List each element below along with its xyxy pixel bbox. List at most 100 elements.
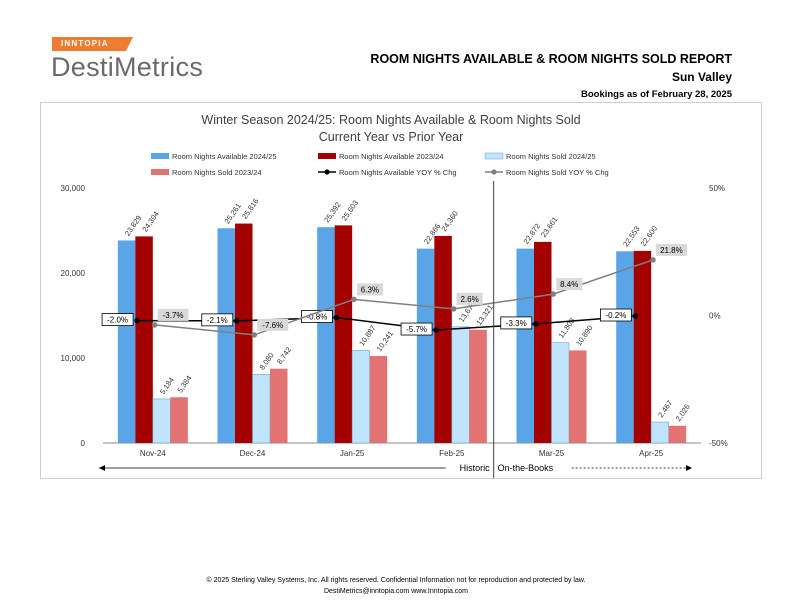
legend-label: Room Nights Sold 2023/24	[172, 168, 262, 177]
x-tick-label: Nov-24	[140, 449, 166, 458]
line-label-box	[301, 310, 333, 323]
bar-1	[117, 240, 136, 443]
bar-4	[569, 350, 587, 443]
bar-3	[152, 398, 171, 444]
line-data-label: -7.6%	[262, 321, 283, 330]
line-data-label: 21.8%	[660, 246, 683, 255]
line-point	[151, 322, 158, 328]
bar-3	[351, 350, 370, 444]
chart-lines: -2.0% -2.1% -0.8% -5.7% -3.3% -0.2% -3.7% -7.6%…	[101, 243, 687, 338]
line-point	[450, 306, 457, 312]
bar-3	[451, 326, 470, 444]
x-tick-label: Apr-25	[639, 449, 664, 458]
x-tick-label: Feb-25	[439, 449, 465, 458]
line-label-box	[157, 308, 189, 321]
otb-arrow-head	[686, 465, 692, 471]
bar-3	[650, 421, 669, 444]
inntopia-badge: INNTOPIA	[52, 37, 133, 51]
line-data-label: -3.7%	[163, 311, 184, 320]
line-data-label: -2.0%	[107, 316, 128, 325]
line-label-box	[101, 313, 134, 327]
historic-label: Historic	[460, 463, 491, 473]
line-label-box	[257, 318, 289, 331]
line-data-label: -0.8%	[306, 313, 327, 322]
bar-2	[135, 236, 153, 443]
inntopia-badge-label: INNTOPIA	[61, 39, 109, 48]
legend-label: Room Nights Available 2024/25	[172, 152, 277, 161]
line-label-box	[500, 316, 533, 330]
chart-svg: Winter Season 2024/25: Room Nights Avail…	[61, 113, 728, 479]
chart-title: Winter Season 2024/25: Room Nights Avail…	[201, 113, 580, 127]
destimetrics-logo: DestiMetrics	[51, 52, 204, 82]
bar-data-label: 2,026	[674, 402, 692, 423]
line-data-label: -5.7%	[406, 325, 427, 334]
line-label-box	[356, 283, 383, 296]
line-point	[632, 313, 639, 319]
line-label-box	[556, 278, 583, 291]
line-point	[650, 257, 656, 263]
line-point	[532, 321, 539, 327]
y-tick-label: 0	[81, 439, 86, 448]
x-tick-label: Mar-25	[539, 449, 565, 458]
line-point	[333, 314, 340, 321]
bar-data-label: 10,887	[357, 324, 378, 348]
bar-data-label: 10,890	[574, 324, 595, 348]
bar-1	[317, 227, 335, 443]
line-point	[251, 332, 258, 338]
y-tick-label: 10,000	[61, 354, 86, 363]
bar-data-label: 5,384	[175, 374, 193, 395]
bar-4	[469, 329, 487, 443]
bar-1	[416, 248, 435, 443]
bar-data-label: 10,241	[375, 329, 396, 353]
report-as-of-date: Bookings as of February 28, 2025	[580, 89, 732, 100]
bar-1	[616, 251, 634, 443]
legend-swatch	[318, 153, 336, 159]
bar-data-label: 24,360	[439, 209, 460, 233]
bar-1	[516, 248, 534, 443]
legend-swatch	[151, 169, 169, 175]
y-tick-label: 20,000	[61, 269, 86, 278]
line-data-label: -0.2%	[605, 311, 626, 320]
bar-3	[252, 374, 271, 444]
legend-marker	[491, 169, 497, 175]
report-title: ROOM NIGHTS AVAILABLE & ROOM NIGHTS SOLD…	[370, 52, 732, 66]
y2-tick-label: -50%	[709, 439, 728, 448]
line-point	[550, 291, 557, 297]
bar-4	[668, 425, 687, 443]
y-tick-label: 30,000	[61, 184, 86, 193]
line-data-label: 2.6%	[460, 295, 478, 304]
line-point	[233, 318, 240, 324]
footer-contact: DestiMetrics@inntopia.com www.Inntopia.c…	[323, 588, 469, 595]
bar-1	[217, 228, 235, 443]
line-data-label: 8.4%	[560, 280, 578, 289]
line-data-label: 6.3%	[361, 285, 379, 294]
bar-data-label: 22,553	[621, 224, 642, 248]
bar-data-label: 23,661	[539, 215, 560, 239]
line-label-box	[400, 322, 433, 336]
bar-4	[369, 355, 388, 443]
legend-swatch	[151, 153, 169, 159]
bar-data-label: 8,080	[258, 351, 276, 372]
line-data-label: -2.1%	[207, 316, 228, 325]
legend-label: Room Nights Sold 2024/25	[506, 152, 596, 161]
legend-marker	[324, 169, 330, 175]
bar-2	[633, 250, 652, 443]
legend-swatch	[484, 152, 504, 160]
bar-2	[334, 225, 353, 443]
on-the-books-label: On-the-Books	[498, 463, 554, 473]
legend-label: Room Nights Sold YOY % Chg	[506, 168, 609, 177]
historic-arrow-head	[99, 465, 105, 471]
bar-3	[551, 342, 570, 444]
bar-data-label: 11,808	[557, 316, 577, 340]
legend-label: Room Nights Available 2023/24	[339, 152, 444, 161]
line-data-label: -3.3%	[506, 319, 527, 328]
legend-label: Room Nights Available YOY % Chg	[339, 168, 457, 177]
chart-axes: 0 10,000 20,000 30,000 -50% 0% 50% Nov-24 Dec-24…	[61, 184, 728, 458]
line-point	[433, 327, 439, 333]
bar-data-label: 5,184	[158, 376, 176, 397]
bar-data-label: 2,467	[656, 399, 674, 420]
bar-data-label: 24,304	[140, 210, 161, 234]
line-label-box	[600, 308, 632, 322]
bar-data-label: 25,392	[322, 200, 343, 224]
line-point	[134, 317, 140, 324]
